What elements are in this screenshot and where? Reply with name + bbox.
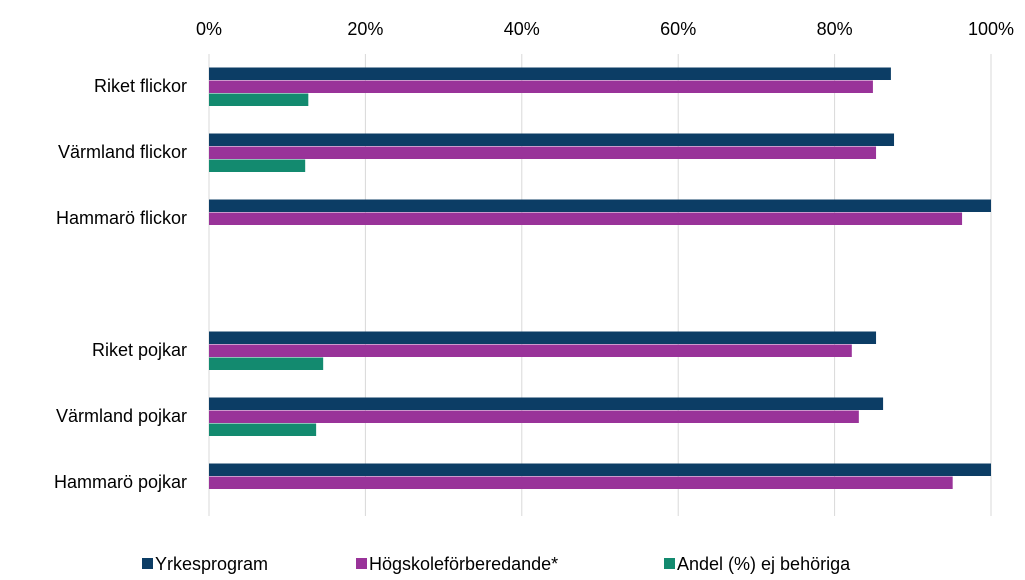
bar [209, 397, 884, 410]
category-label: Hammarö pojkar [54, 472, 187, 492]
x-tick-label: 0% [196, 19, 222, 39]
x-tick-label: 20% [347, 19, 383, 39]
legend-swatch [664, 558, 675, 569]
bar [209, 344, 852, 357]
category-label: Riket flickor [94, 76, 187, 96]
bar [209, 410, 859, 423]
category-label: Värmland pojkar [56, 406, 187, 426]
bar [209, 93, 309, 106]
bar [209, 159, 306, 172]
bar [209, 212, 963, 225]
category-label: Riket pojkar [92, 340, 187, 360]
x-tick-label: 60% [660, 19, 696, 39]
category-label: Värmland flickor [58, 142, 187, 162]
bar [209, 331, 877, 344]
x-tick-label: 80% [817, 19, 853, 39]
bar [209, 423, 317, 436]
bar [209, 476, 953, 489]
legend-swatch [356, 558, 367, 569]
bar [209, 463, 991, 476]
x-tick-label: 40% [504, 19, 540, 39]
bar [209, 133, 895, 146]
bar [209, 199, 991, 212]
category-label: Hammarö flickor [56, 208, 187, 228]
legend-label: Högskoleförberedande* [369, 554, 558, 574]
bar [209, 357, 324, 370]
x-tick-label: 100% [968, 19, 1014, 39]
legend-label: Yrkesprogram [155, 554, 268, 574]
bar [209, 146, 877, 159]
bar [209, 67, 891, 80]
bar [209, 80, 873, 93]
legend-label: Andel (%) ej behöriga [677, 554, 851, 574]
legend-swatch [142, 558, 153, 569]
